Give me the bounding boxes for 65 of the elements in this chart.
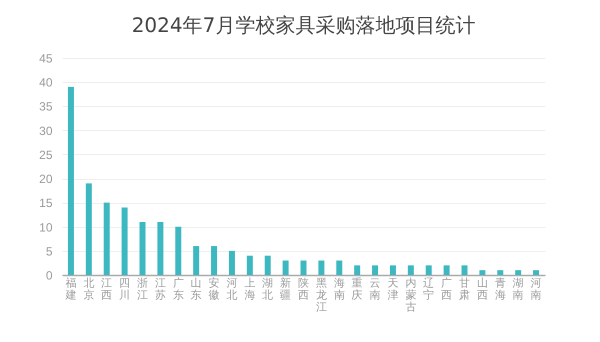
x-tick-label: 内蒙古 (405, 276, 416, 314)
bar (426, 265, 432, 275)
x-tick-label: 广西 (441, 276, 452, 302)
y-tick-label: 10 (39, 220, 53, 234)
x-tick-label: 陕西 (298, 276, 309, 302)
x-tick-label: 北京 (83, 276, 94, 302)
bar (462, 265, 468, 275)
y-tick-label: 5 (46, 244, 53, 258)
x-tick-label: 新疆 (280, 276, 292, 302)
bar (318, 260, 324, 275)
y-tick-label: 45 (39, 52, 53, 66)
y-tick-label: 40 (39, 76, 53, 90)
bar (104, 202, 110, 275)
y-tick-label: 15 (39, 196, 53, 210)
bar (408, 265, 414, 275)
x-tick-label: 云南 (370, 276, 381, 302)
x-tick-label: 天津 (387, 276, 398, 302)
x-tick-label: 河北 (226, 276, 238, 302)
bar (533, 270, 540, 275)
y-tick-label: 35 (39, 100, 53, 114)
x-tick-label: 辽宁 (423, 276, 434, 302)
x-tick-label: 重庆 (352, 276, 363, 302)
x-tick-label: 黑龙江 (316, 276, 327, 314)
bar (246, 256, 253, 275)
chart-title: 2024年7月学校家具采购落地项目统计 (132, 13, 476, 37)
x-tick-label: 安徽 (208, 276, 220, 302)
bar (444, 265, 450, 275)
x-tick-label: 甘肃 (459, 276, 470, 302)
bar (336, 260, 342, 275)
x-tick-label: 山西 (476, 276, 488, 302)
x-tick-label: 青海 (494, 276, 506, 302)
x-tick-label: 河南 (530, 276, 542, 302)
bar (228, 250, 235, 275)
bar (157, 222, 164, 275)
x-tick-label: 上海 (244, 276, 256, 302)
x-tick-label: 湖南 (512, 276, 524, 302)
bar (515, 270, 522, 275)
bar (282, 260, 289, 275)
bar (68, 86, 74, 275)
bar (122, 207, 128, 275)
bar (211, 246, 218, 275)
x-tick-label: 海南 (334, 276, 345, 302)
bar (390, 265, 396, 275)
bar (140, 222, 146, 275)
bar (479, 270, 486, 275)
bar (264, 256, 271, 275)
y-tick-label: 30 (39, 124, 53, 138)
y-tick-label: 20 (39, 172, 53, 186)
bar (372, 265, 378, 275)
bar (193, 246, 200, 275)
bar (86, 183, 92, 275)
x-tick-label: 广东 (172, 276, 184, 302)
y-tick-label: 0 (46, 268, 53, 282)
x-tick-label: 江苏 (154, 276, 166, 302)
bar (354, 265, 360, 275)
y-tick-label: 25 (39, 148, 53, 162)
x-tick-label: 江西 (101, 276, 112, 302)
x-tick-label: 浙江 (137, 276, 148, 302)
x-tick-label: 福建 (64, 276, 76, 302)
x-tick-label: 湖北 (262, 276, 274, 302)
x-tick-label: 四川 (119, 276, 130, 302)
bar (175, 226, 182, 275)
bar (300, 260, 306, 275)
x-tick-label: 山东 (190, 276, 202, 302)
bar (497, 270, 504, 275)
